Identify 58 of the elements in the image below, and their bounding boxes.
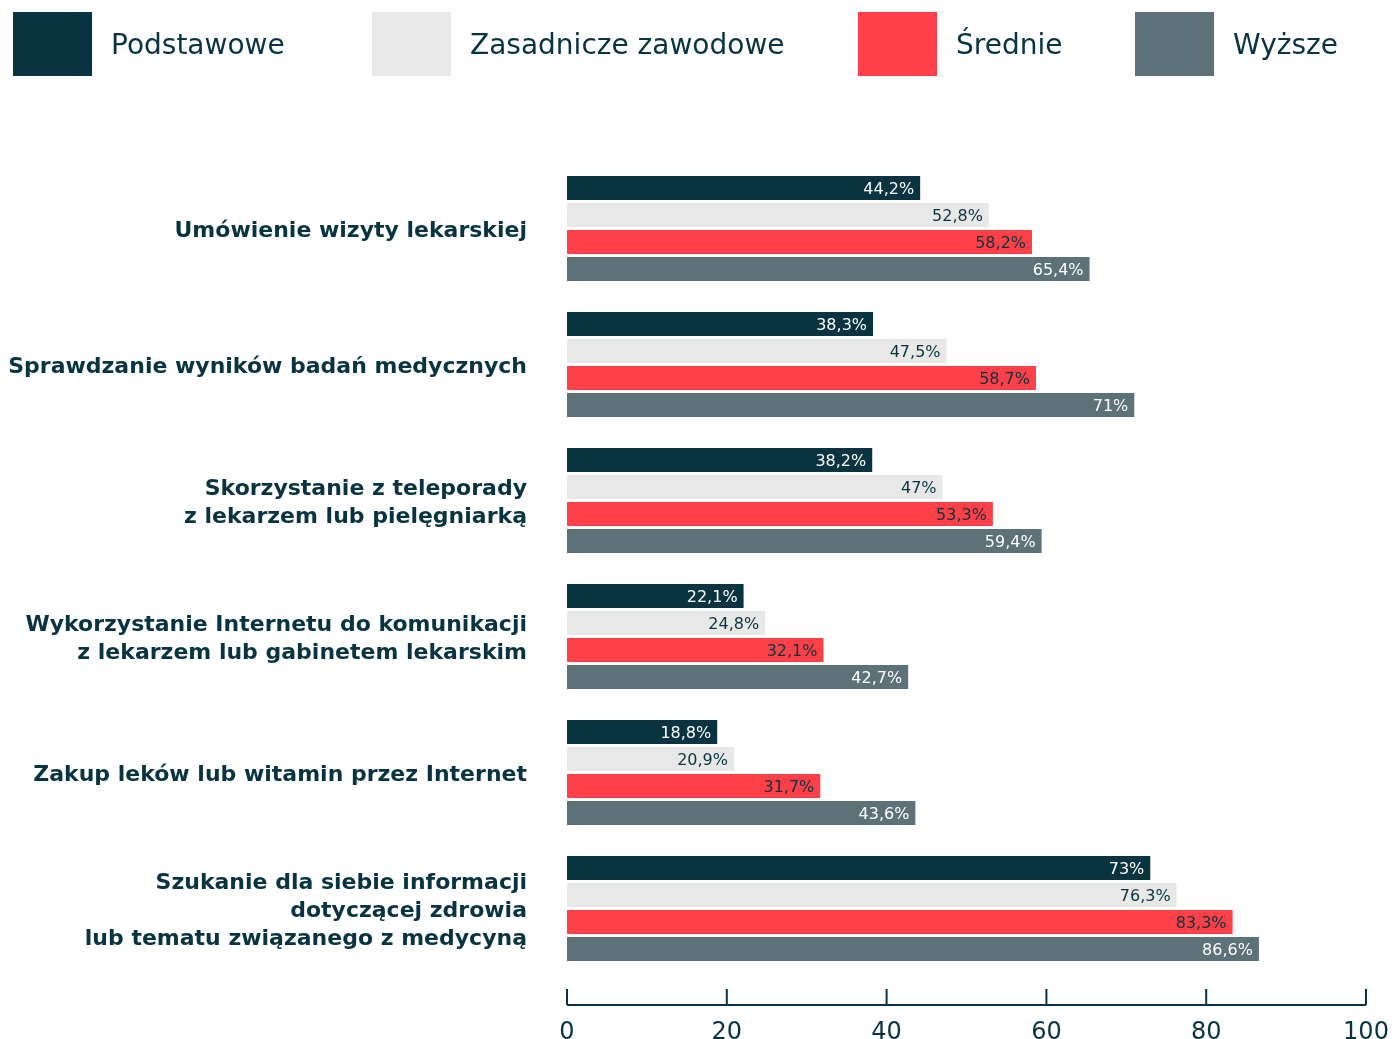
bar	[567, 257, 1090, 281]
bar	[567, 720, 718, 744]
data-label: 53,3%	[936, 505, 987, 524]
x-tick-label: 60	[1031, 1017, 1062, 1039]
bar	[567, 529, 1042, 553]
data-label: 32,1%	[766, 641, 818, 660]
bar	[567, 910, 1233, 934]
bar	[567, 176, 921, 200]
data-label: 58,2%	[975, 233, 1027, 252]
x-tick-label: 100	[1343, 1017, 1389, 1039]
data-label: 47,5%	[889, 342, 941, 361]
data-label: 86,6%	[1202, 940, 1253, 959]
bar	[567, 856, 1151, 880]
data-label: 47%	[900, 478, 937, 497]
data-label: 44,2%	[863, 179, 915, 198]
bar	[567, 638, 824, 662]
y-tick-label: Sprawdzanie wyników badań medycznych	[8, 352, 527, 378]
data-label: 76,3%	[1119, 886, 1171, 905]
data-label: 38,3%	[816, 315, 868, 334]
x-tick-label: 20	[711, 1017, 743, 1039]
data-label: 31,7%	[763, 777, 815, 796]
bar	[567, 448, 873, 472]
data-label: 18,8%	[660, 723, 712, 742]
bar	[567, 230, 1033, 254]
data-label: 65,4%	[1032, 260, 1084, 279]
bar	[567, 502, 993, 526]
data-label: 73%	[1108, 859, 1145, 878]
legend-label: Zasadnicze zawodowe	[470, 28, 785, 61]
bar	[567, 584, 744, 608]
x-tick-label: 0	[559, 1017, 575, 1039]
bar	[567, 937, 1259, 961]
bar	[567, 774, 821, 798]
data-label: 43,6%	[858, 804, 910, 823]
y-tick-label: Umówienie wizyty lekarskiej	[174, 216, 527, 242]
data-label: 20,9%	[677, 750, 728, 769]
bar	[567, 801, 916, 825]
legend-label: Podstawowe	[111, 28, 285, 61]
data-label: 83,3%	[1175, 913, 1227, 932]
bar	[567, 366, 1037, 390]
x-tick-label: 40	[871, 1017, 902, 1039]
data-label: 42,7%	[851, 668, 903, 687]
legend-label: Średnie	[956, 27, 1063, 61]
data-label: 38,2%	[815, 451, 867, 470]
data-label: 58,7%	[979, 369, 1031, 388]
y-tick-label: Skorzystanie z teleporady z lekarzem lub pielęgniarką	[184, 474, 527, 528]
y-tick-label: Szukanie dla siebie informacji dotyczącej zdrowia lub tematu związanego z medycyną	[84, 868, 527, 950]
bar	[567, 393, 1135, 417]
data-label: 24,8%	[708, 614, 760, 633]
bar	[567, 665, 909, 689]
data-label: 22,1%	[686, 587, 738, 606]
data-label: 59,4%	[984, 532, 1036, 551]
data-label: 52,8%	[932, 206, 983, 225]
y-tick-label: Wykorzystanie Internetu do komunikacji z lekarzem lub gabinetem lekarskim	[25, 610, 527, 664]
data-label: 71%	[1092, 396, 1129, 415]
y-tick-label: Zakup leków lub witamin przez Internet	[33, 760, 528, 786]
bar	[567, 312, 874, 336]
x-tick-label: 80	[1190, 1017, 1222, 1039]
legend-label: Wyższe	[1233, 28, 1338, 61]
